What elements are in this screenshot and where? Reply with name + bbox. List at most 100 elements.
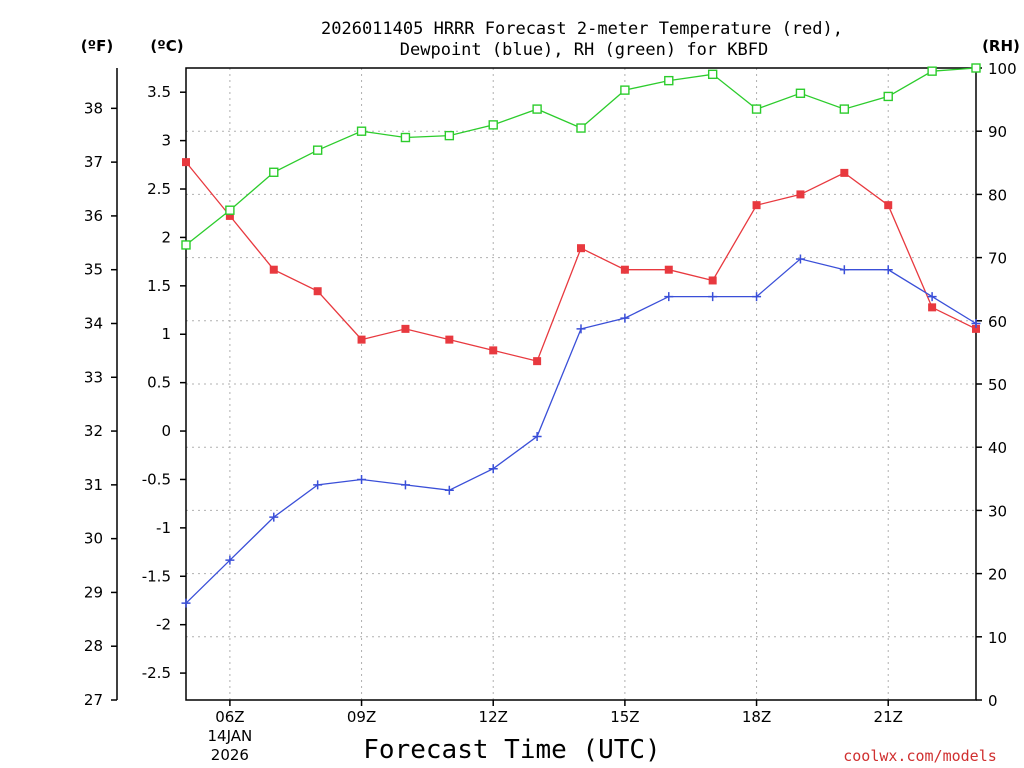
rh-marker <box>444 130 455 141</box>
dewpoint-marker <box>269 512 279 522</box>
fahrenheit-tick-label: 28 <box>84 637 103 655</box>
x-tick-label: 15Z <box>610 708 639 726</box>
celsius-tick-label: 1 <box>161 325 171 343</box>
temperature-marker <box>533 357 542 366</box>
rh-marker <box>839 104 850 114</box>
x-tick-label: 12Z <box>479 708 508 726</box>
temperature-marker <box>620 265 629 274</box>
rh-marker <box>269 167 279 177</box>
temperature-marker <box>313 287 322 296</box>
temperature-marker <box>972 324 980 333</box>
celsius-tick-label: -1.5 <box>142 567 171 585</box>
dewpoint-marker <box>620 313 630 323</box>
temperature-marker <box>357 335 366 344</box>
grid <box>186 68 976 700</box>
x-axis-title: Forecast Time (UTC) <box>363 735 660 765</box>
dewpoint-line <box>185 258 977 604</box>
rh-marker <box>664 75 674 86</box>
rh-tick-label: 100 <box>988 60 1017 78</box>
rh-marker <box>356 126 367 136</box>
rh-tick-label: 40 <box>988 439 1007 457</box>
celsius-tick-label: 3 <box>161 132 171 150</box>
rh-marker <box>488 120 498 130</box>
fahrenheit-tick-label: 33 <box>84 368 103 386</box>
dewpoint-marker <box>664 292 674 302</box>
dewpoint-marker <box>225 555 235 565</box>
celsius-tick-label: -0.5 <box>142 470 171 488</box>
fahrenheit-tick-label: 30 <box>84 530 103 548</box>
dewpoint-marker <box>488 464 498 474</box>
celsius-tick-label: 0 <box>161 422 171 440</box>
rh-tick-label: 20 <box>988 566 1007 584</box>
dewpoint-marker <box>971 318 981 328</box>
rh-tick-label: 30 <box>988 502 1007 520</box>
temperature-marker <box>401 324 410 333</box>
celsius-axis-unit: (ºC) <box>150 37 183 55</box>
rh-tick-label: 90 <box>988 123 1007 141</box>
temperature-marker <box>269 265 278 274</box>
rh-tick-label: 0 <box>988 692 998 710</box>
temperature-marker <box>489 346 498 355</box>
plot-frame <box>185 67 977 701</box>
rh-marker <box>181 240 191 250</box>
x-tick-label: 06Z <box>215 708 244 726</box>
rh-tick-label: 50 <box>988 376 1007 394</box>
rh-axis-unit: (RH) <box>982 37 1020 55</box>
rh-marker <box>795 88 806 98</box>
celsius-tick-label: -2.5 <box>142 664 171 682</box>
fahrenheit-tick-label: 32 <box>84 422 103 440</box>
celsius-tick-label: 2 <box>161 228 171 246</box>
fahrenheit-tick-label: 38 <box>84 99 103 117</box>
rh-tick-label: 80 <box>988 186 1007 204</box>
chart-title-line2: Dewpoint (blue), RH (green) for KBFD <box>400 40 768 60</box>
x-tick-label: 18Z <box>742 708 771 726</box>
rh-marker <box>576 123 586 133</box>
dewpoint-marker <box>883 265 893 275</box>
fahrenheit-tick-label: 27 <box>84 691 103 709</box>
rh-marker <box>312 145 323 155</box>
temperature-marker <box>708 276 717 285</box>
dewpoint-marker <box>839 265 849 275</box>
celsius-tick-label: -1 <box>156 519 171 537</box>
x-tick-date: 14JAN <box>208 727 253 745</box>
rh-marker <box>883 91 893 102</box>
dewpoint-marker <box>400 480 410 490</box>
celsius-tick-label: 2.5 <box>147 180 171 198</box>
temperature-marker <box>752 201 761 210</box>
chart-title-line1: 2026011405 HRRR Forecast 2-meter Tempera… <box>321 19 843 39</box>
fahrenheit-tick-label: 35 <box>84 261 103 279</box>
dewpoint-marker <box>444 485 454 495</box>
temperature-marker <box>664 265 673 274</box>
fahrenheit-tick-label: 29 <box>84 583 103 601</box>
credit-text: coolwx.com/models <box>843 747 997 765</box>
rh-tick-label: 10 <box>988 629 1007 647</box>
temperature-marker <box>840 168 849 177</box>
dewpoint-marker <box>752 292 762 302</box>
dewpoint-marker <box>795 254 805 264</box>
celsius-tick-label: 1.5 <box>147 277 171 295</box>
fahrenheit-tick-label: 36 <box>84 207 103 225</box>
rh-tick-label: 60 <box>988 313 1007 331</box>
fahrenheit-axis-unit: (ºF) <box>81 37 113 55</box>
x-tick-year: 2026 <box>211 746 249 764</box>
dewpoint-marker <box>576 324 586 334</box>
temperature-marker <box>884 201 893 210</box>
x-tick-label: 09Z <box>347 708 376 726</box>
rh-marker <box>225 205 235 215</box>
fahrenheit-tick-label: 37 <box>84 153 103 171</box>
axes: 272829303132333435363738-2.5-2-1.5-1-0.5… <box>84 60 1017 764</box>
rh-marker <box>707 69 718 80</box>
rh-marker <box>532 104 542 114</box>
temperature-marker <box>796 190 805 199</box>
celsius-tick-label: 0.5 <box>147 374 171 392</box>
fahrenheit-tick-label: 34 <box>84 314 103 332</box>
fahrenheit-tick-label: 31 <box>84 476 103 494</box>
dewpoint-marker <box>532 431 542 441</box>
rh-marker <box>620 85 630 95</box>
dewpoint-marker <box>357 474 367 484</box>
temperature-marker <box>928 303 937 312</box>
temperature-marker <box>225 211 234 220</box>
dewpoint-marker <box>927 292 937 302</box>
temperature-marker <box>182 158 190 167</box>
